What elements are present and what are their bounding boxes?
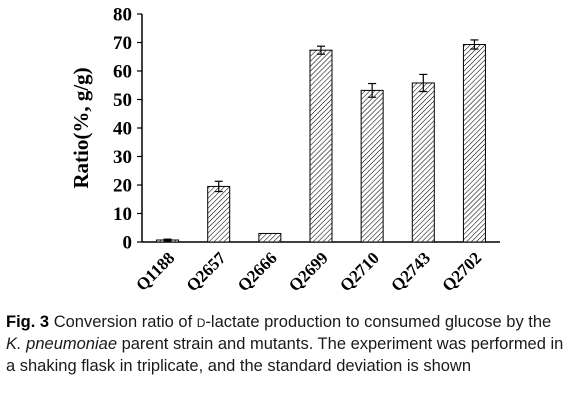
bar (258, 232, 282, 243)
x-tick-label: Q2702 (438, 248, 485, 295)
y-tick-label: 70 (113, 33, 132, 54)
y-tick-label: 10 (113, 204, 132, 225)
error-bars (163, 39, 479, 242)
x-tick-label: Q2710 (336, 248, 383, 295)
x-tick-label: Q2699 (285, 248, 332, 295)
caption-text-3: parent strain and mutants. The experimen… (6, 335, 564, 375)
x-tick-label: Q2743 (387, 248, 434, 295)
x-tick-labels: Q1188 Q2657 Q2666 Q2699 Q2710 Q2743 Q2702 (132, 248, 485, 295)
bar (411, 82, 435, 243)
y-tick-label: 50 (113, 90, 132, 111)
caption-text-1: Conversion ratio of (53, 313, 197, 331)
y-tick-label: 60 (113, 62, 132, 83)
bar (462, 43, 486, 243)
y-tick-label: 0 (123, 233, 133, 254)
x-tick-label: Q2666 (234, 248, 281, 295)
y-tick-label: 40 (113, 119, 132, 140)
bar (309, 49, 333, 243)
figure-caption: Fig. 3 Conversion ratio of d-lactate pro… (6, 311, 566, 377)
y-tick-label: 80 (113, 5, 132, 26)
caption-text-2: -lactate production to consumed glucose … (205, 313, 552, 331)
caption-species: K. pneumoniae (6, 335, 117, 353)
y-tick-label: 30 (113, 147, 132, 168)
y-tick-label: 20 (113, 176, 132, 197)
caption-dlactate-prefix: d (196, 313, 206, 331)
x-tick-label: Q1188 (132, 248, 178, 294)
bars (156, 43, 486, 243)
bar (207, 185, 231, 243)
y-tick-labels: 0 10 20 30 40 50 60 70 80 (113, 5, 132, 254)
x-tick-label: Q2657 (183, 248, 230, 295)
y-axis-title: Ratio(%, g/g) (69, 67, 93, 188)
bar (360, 89, 384, 243)
figure-label: Fig. 3 (6, 313, 50, 331)
